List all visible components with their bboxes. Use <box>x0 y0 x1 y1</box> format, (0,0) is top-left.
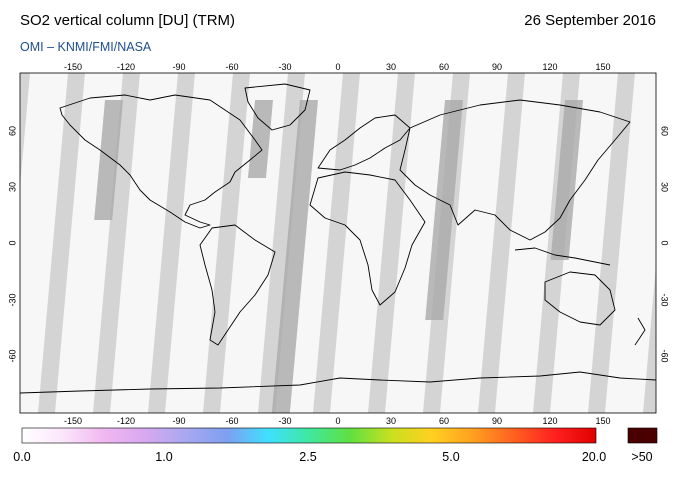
coast-australia <box>544 271 616 326</box>
coastlines <box>20 83 656 394</box>
lat-tick-left: -30 <box>7 293 18 307</box>
date-label: 26 September 2016 <box>524 12 656 29</box>
lon-tick-top: -60 <box>225 62 239 72</box>
lon-tick-bottom: 90 <box>491 416 503 426</box>
credit-label: OMI – KNMI/FMI/NASA <box>20 40 152 54</box>
lon-tick-bottom: 120 <box>542 416 558 426</box>
lat-tick-right: -30 <box>659 293 670 307</box>
coast-indonesia <box>514 247 611 266</box>
lon-tick-top: -150 <box>63 62 83 72</box>
lon-tick-top: 150 <box>595 62 611 72</box>
coast-new-zealand <box>634 317 646 346</box>
lon-tick-top: -120 <box>116 62 136 72</box>
swath <box>495 73 563 413</box>
coast-africa <box>309 171 426 306</box>
coast-south-america <box>199 224 276 346</box>
lon-tick-top: -90 <box>172 62 186 72</box>
lon-tick-top: 120 <box>542 62 558 72</box>
swath <box>330 73 398 413</box>
colorbar-overflow-box <box>627 427 658 444</box>
coast-antarctica <box>20 371 656 394</box>
lon-tick-bottom: 150 <box>595 416 611 426</box>
colorbar-label: 0.0 <box>13 450 31 464</box>
dark-bands <box>94 100 583 413</box>
dark-band <box>271 100 318 413</box>
lat-tick-right: -60 <box>659 349 670 363</box>
swath <box>385 73 453 413</box>
lat-tick-left: 60 <box>7 125 18 137</box>
lat-tick-right: 60 <box>659 125 670 137</box>
lon-tick-bottom: -90 <box>172 416 186 426</box>
colorbar-label: 20.0 <box>581 450 607 464</box>
lon-tick-bottom: 60 <box>438 416 450 426</box>
lon-tick-bottom: -120 <box>116 416 136 426</box>
swath <box>550 73 618 413</box>
colorbar-label: 1.0 <box>155 450 173 464</box>
lon-tick-bottom: -60 <box>225 416 239 426</box>
dark-band <box>425 100 463 320</box>
colorbar-label: 5.0 <box>442 450 460 464</box>
swath <box>605 73 656 413</box>
lat-tick-left: 0 <box>7 240 18 246</box>
map-frame <box>19 72 657 414</box>
dark-band <box>94 100 123 220</box>
swath <box>220 73 288 413</box>
colorbar-gradient <box>21 427 597 444</box>
lat-tick-left: -60 <box>7 349 18 363</box>
satellite-swaths <box>20 73 656 413</box>
dark-band <box>550 100 583 260</box>
lon-tick-bottom: 30 <box>385 416 397 426</box>
coast-greenland <box>244 83 311 131</box>
colorbar-overflow-label: >50 <box>631 450 653 464</box>
lon-tick-top: -30 <box>278 62 292 72</box>
swath <box>440 73 508 413</box>
lon-tick-bottom: 0 <box>335 416 341 426</box>
lon-tick-bottom: -30 <box>278 416 292 426</box>
dark-band <box>247 100 273 178</box>
coast-north-america <box>59 94 263 229</box>
lat-tick-left: 30 <box>7 181 18 193</box>
lat-tick-right: 0 <box>659 240 670 246</box>
lon-tick-top: 60 <box>438 62 450 72</box>
swath <box>165 73 233 413</box>
lat-tick-right: 30 <box>659 181 670 193</box>
coast-asia <box>399 99 631 241</box>
colorbar-label: 2.5 <box>299 450 317 464</box>
page-title: SO2 vertical column [DU] (TRM) <box>20 12 236 29</box>
lon-tick-top: 30 <box>385 62 397 72</box>
swath <box>20 73 68 413</box>
colorbar <box>21 427 597 444</box>
swath <box>110 73 178 413</box>
lon-tick-top: 90 <box>491 62 503 72</box>
lon-tick-top: 0 <box>335 62 341 72</box>
lon-tick-bottom: -150 <box>63 416 83 426</box>
